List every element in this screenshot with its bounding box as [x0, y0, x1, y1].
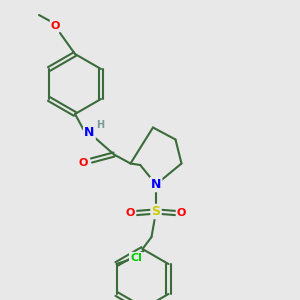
Text: O: O [78, 158, 88, 168]
Text: O: O [177, 208, 186, 218]
Text: O: O [51, 20, 60, 31]
Text: O: O [126, 208, 135, 218]
Text: H: H [96, 120, 105, 130]
Text: Cl: Cl [130, 253, 142, 263]
Text: N: N [151, 178, 161, 191]
Text: N: N [84, 126, 94, 140]
Text: S: S [152, 205, 160, 218]
